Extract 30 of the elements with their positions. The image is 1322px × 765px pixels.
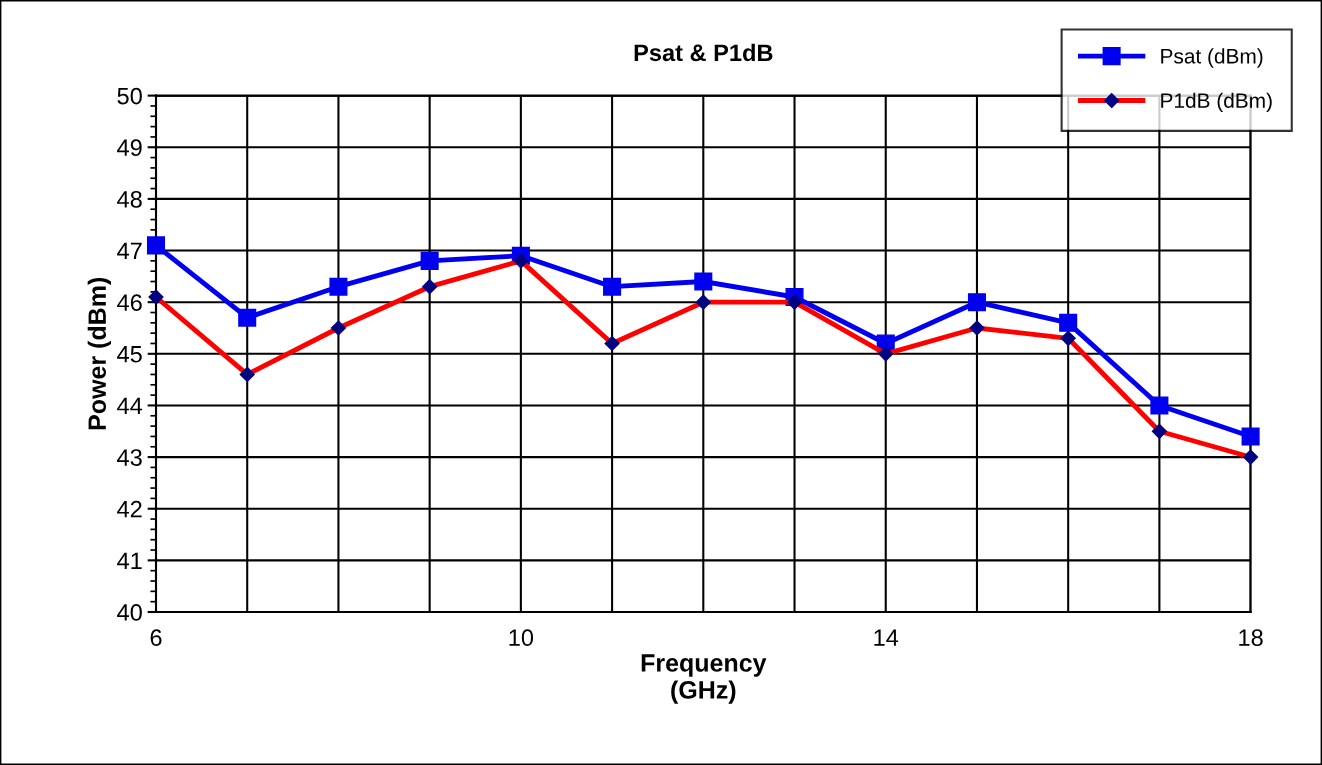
- x-tick-label: 10: [509, 629, 534, 647]
- point: [420, 251, 439, 270]
- point: [1059, 313, 1078, 332]
- point: [694, 272, 713, 291]
- x-axis-title: Frequency (GHz): [641, 654, 767, 704]
- y-tick-label: 48: [117, 190, 142, 208]
- x-tick-label: 14: [874, 629, 899, 646]
- y-tick-label: 44: [117, 397, 143, 415]
- y-tick-label: 43: [117, 449, 142, 466]
- point: [1150, 396, 1169, 415]
- legend-label: Psat (dBm): [1161, 48, 1263, 68]
- y-tick-label: 46: [117, 294, 142, 311]
- y-tick-label: 50: [117, 87, 142, 105]
- y-tick-label: 47: [117, 242, 142, 260]
- x-tick-label: 6: [150, 629, 162, 647]
- y-axis-title: Power (dBm): [87, 277, 111, 430]
- point: [1241, 427, 1260, 446]
- point: [329, 277, 348, 296]
- y-tick-label: 49: [117, 139, 142, 157]
- y-tick-label: 42: [117, 500, 142, 518]
- point: [238, 308, 257, 327]
- chart-title: Psat & P1dB: [634, 43, 773, 62]
- y-tick-label: 41: [117, 552, 142, 569]
- point: [967, 293, 986, 312]
- legend-label: P1dB (dBm): [1161, 92, 1272, 113]
- y-tick-label: 40: [117, 604, 142, 621]
- x-tick-label: 18: [1239, 629, 1263, 647]
- y-tick-label: 45: [117, 346, 142, 363]
- point: [146, 236, 166, 255]
- point: [603, 277, 622, 296]
